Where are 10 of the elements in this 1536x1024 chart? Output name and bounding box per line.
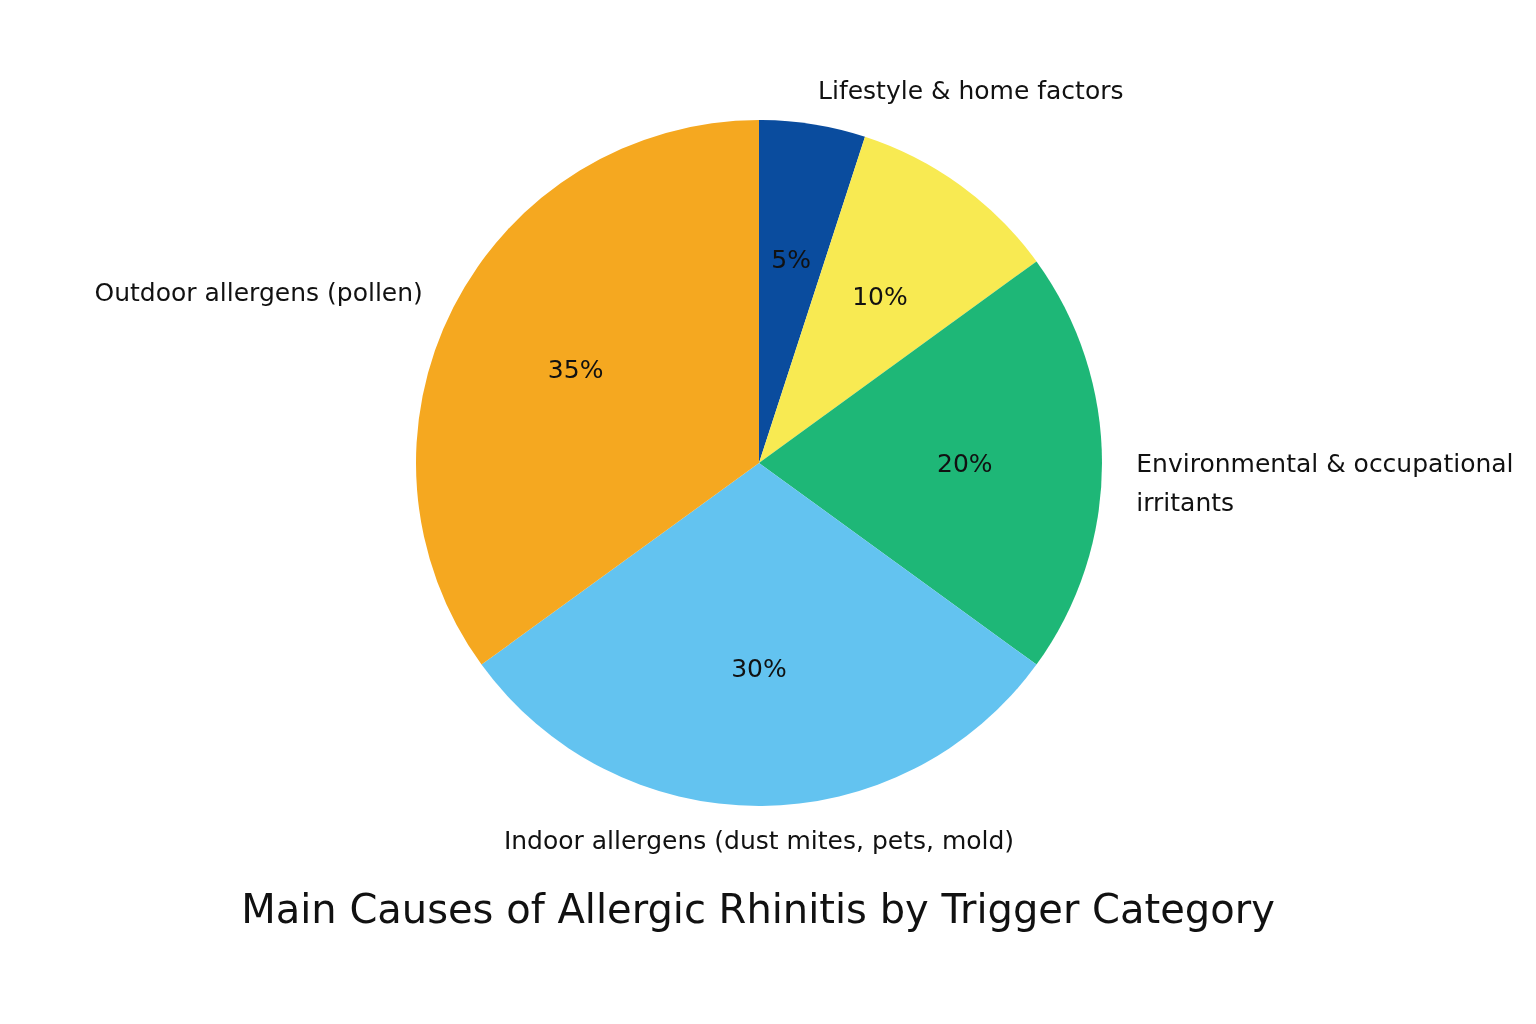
text: Main Causes of Allergic Rhinitis by Trigger Category bbox=[240, 886, 1276, 932]
data-label: 10% bbox=[852, 282, 908, 311]
slice-label: Lifestyle & home factors bbox=[818, 75, 1124, 105]
slice-label: Environmental & occupational irritants bbox=[1136, 448, 1514, 517]
data-label: 20% bbox=[937, 448, 993, 478]
data-label: 35% bbox=[547, 355, 604, 385]
slice-label: Outdoor allergens (pollen) bbox=[94, 277, 423, 307]
data-label: 5% bbox=[771, 245, 812, 275]
slice-label: Indoor allergens (dust mites, pets, mold) bbox=[503, 825, 1015, 855]
data-label: 30% bbox=[731, 654, 787, 684]
